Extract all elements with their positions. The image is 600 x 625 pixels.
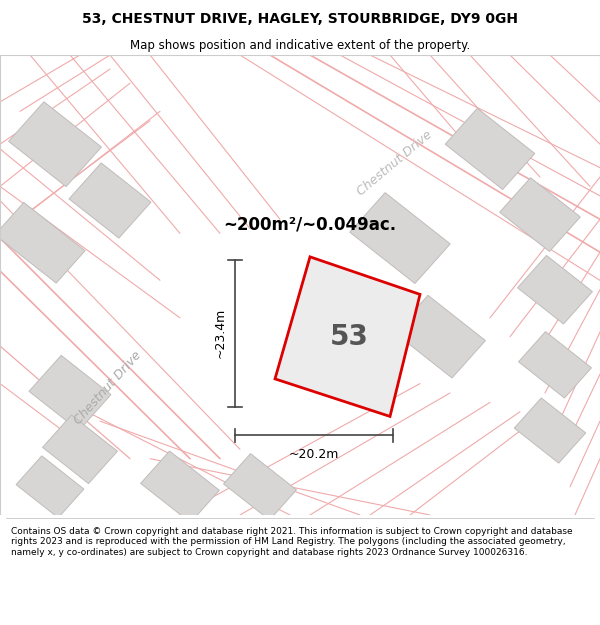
Polygon shape — [275, 257, 420, 416]
Polygon shape — [0, 202, 85, 283]
Polygon shape — [445, 108, 535, 189]
Polygon shape — [395, 295, 485, 378]
Polygon shape — [69, 163, 151, 238]
Text: Contains OS data © Crown copyright and database right 2021. This information is : Contains OS data © Crown copyright and d… — [11, 527, 572, 557]
Polygon shape — [500, 177, 580, 251]
Text: Chestnut Drive: Chestnut Drive — [72, 349, 144, 428]
Polygon shape — [518, 332, 592, 398]
Text: 53, CHESTNUT DRIVE, HAGLEY, STOURBRIDGE, DY9 0GH: 53, CHESTNUT DRIVE, HAGLEY, STOURBRIDGE,… — [82, 12, 518, 26]
Polygon shape — [29, 356, 111, 431]
Text: ~23.4m: ~23.4m — [214, 308, 227, 359]
Polygon shape — [224, 454, 296, 520]
Text: ~200m²/~0.049ac.: ~200m²/~0.049ac. — [223, 216, 397, 233]
Polygon shape — [518, 256, 592, 324]
Polygon shape — [8, 102, 101, 187]
Polygon shape — [350, 192, 450, 284]
Text: Chestnut Drive: Chestnut Drive — [355, 128, 435, 198]
Polygon shape — [43, 415, 118, 484]
Text: 53: 53 — [329, 322, 368, 351]
Text: Map shows position and indicative extent of the property.: Map shows position and indicative extent… — [130, 39, 470, 51]
Polygon shape — [16, 456, 84, 518]
Polygon shape — [514, 398, 586, 463]
Polygon shape — [140, 451, 220, 522]
Text: ~20.2m: ~20.2m — [289, 448, 339, 461]
